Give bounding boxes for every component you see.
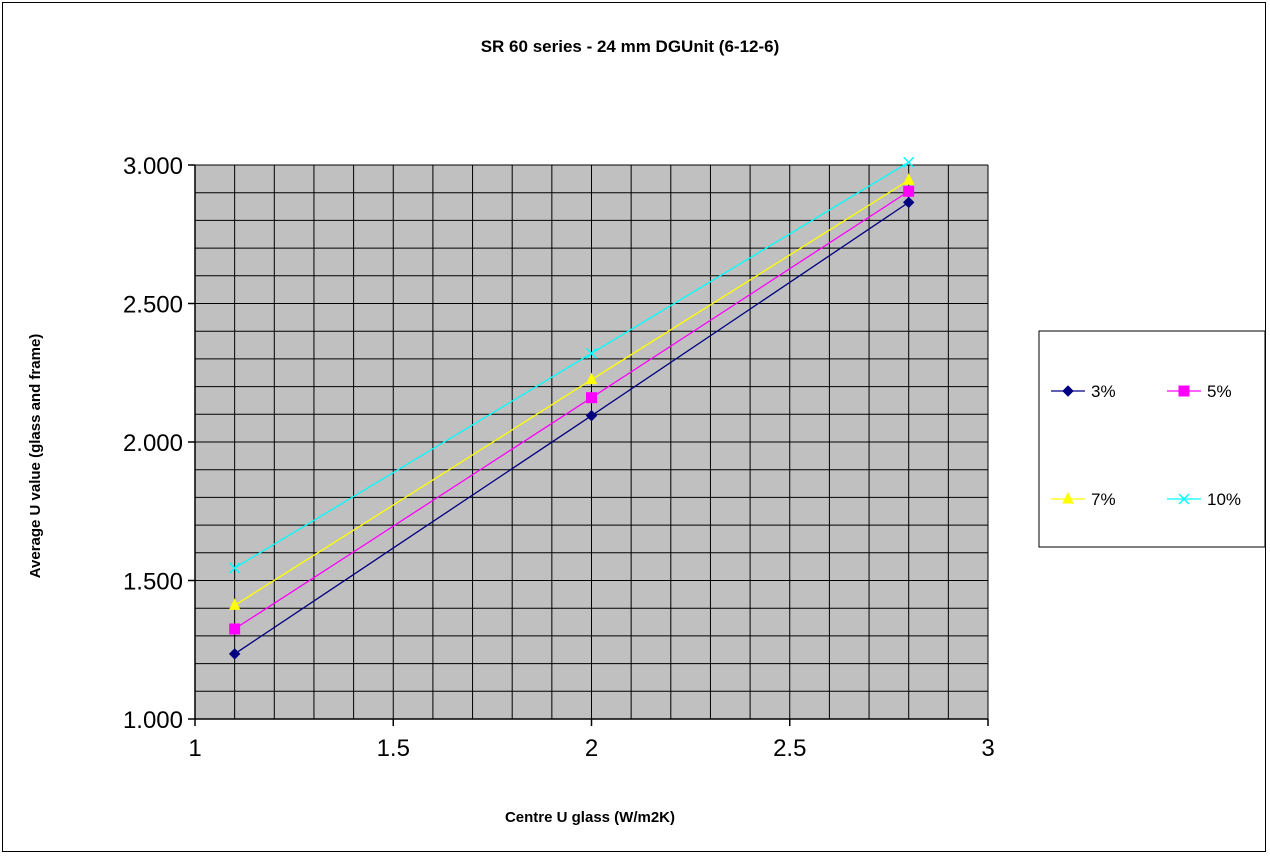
series-point-3-stroke (229, 562, 241, 574)
y-tick-label: 1.500 (123, 569, 183, 596)
legend-swatch-marker (1178, 493, 1190, 505)
x-tick-label: 2.5 (773, 735, 806, 762)
x-tick-label: 3 (981, 735, 994, 762)
series-point-1 (229, 623, 241, 635)
legend-swatch-marker-stroke (1178, 493, 1190, 505)
series-point-2 (585, 372, 598, 385)
y-tick-label: 1.000 (123, 707, 183, 734)
series-point-2 (228, 598, 241, 610)
legend-swatch-marker (1062, 491, 1074, 504)
chart-title: SR 60 series - 24 mm DGUnit (6-12-6) (481, 37, 780, 56)
x-axis-title: Centre U glass (W/m2K) (505, 809, 675, 826)
series-point-1 (586, 392, 597, 404)
plot-area: 1.000 1.500 2.000 2.500 3.000 1 1.5 2 2.5 3 (123, 153, 995, 762)
legend-box (1038, 330, 1266, 548)
series-point-0 (902, 196, 915, 209)
x-tick-label: 1.5 (377, 735, 410, 762)
series-point-0 (585, 409, 598, 422)
legend-label: 5% (1207, 382, 1232, 401)
series-point-0 (228, 648, 241, 660)
y-tick-label: 3.000 (123, 153, 183, 180)
x-tick-label: 2 (585, 735, 598, 762)
series-point-1 (903, 185, 915, 197)
legend: 3% 5% 7% 10% (1038, 330, 1266, 548)
series-point-2 (902, 173, 915, 185)
series-point-3-stroke (585, 347, 598, 359)
legend-label: 7% (1091, 490, 1116, 509)
y-tick-label: 2.500 (123, 292, 183, 319)
series-point-3 (585, 347, 598, 359)
legend-label: 3% (1091, 382, 1116, 401)
legend-swatch-marker (1178, 385, 1190, 397)
series-point-3 (903, 156, 915, 168)
series-point-3-stroke (903, 156, 915, 168)
legend-label: 10% (1207, 490, 1241, 509)
y-tick-label: 2.000 (123, 430, 183, 457)
y-axis-title: Average U value (glass and frame) (27, 334, 44, 579)
legend-swatch-marker (1062, 385, 1074, 397)
series-point-3 (229, 562, 241, 574)
x-tick-label: 1 (188, 735, 201, 762)
